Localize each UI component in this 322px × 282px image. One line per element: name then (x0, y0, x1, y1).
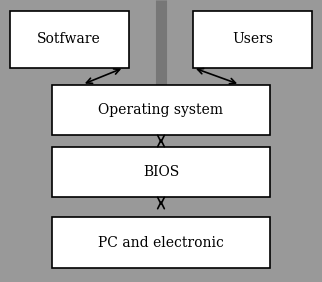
Bar (193, 11, 312, 68)
Text: Operating system: Operating system (99, 103, 223, 117)
Bar (52, 147, 270, 197)
Text: PC and electronic: PC and electronic (98, 235, 224, 250)
Text: Sotfware: Sotfware (37, 32, 101, 47)
Bar (10, 11, 129, 68)
Text: Users: Users (232, 32, 273, 47)
Bar (52, 217, 270, 268)
Bar (52, 85, 270, 135)
Text: BIOS: BIOS (143, 165, 179, 179)
